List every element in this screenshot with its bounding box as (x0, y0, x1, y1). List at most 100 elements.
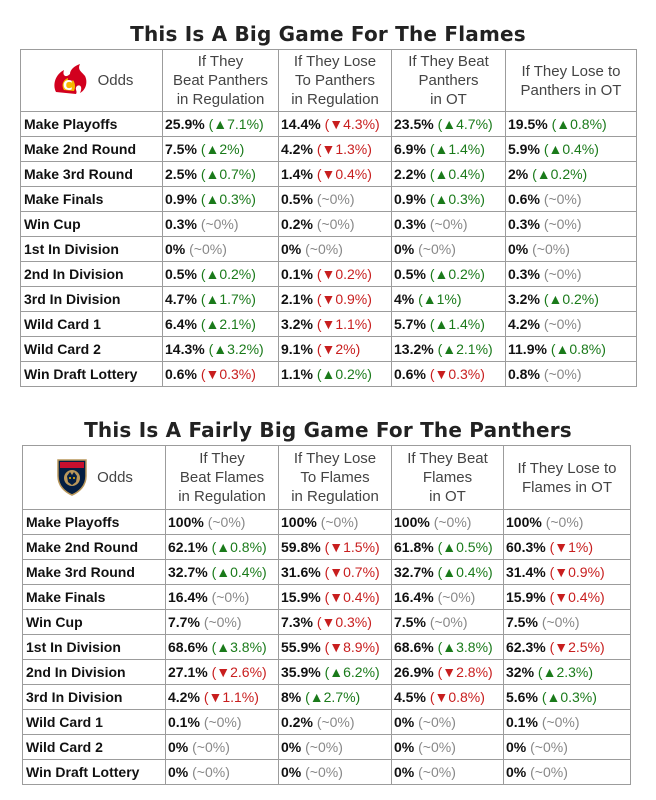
odds-change: (~0%) (530, 764, 568, 780)
odds-value: 0% (394, 739, 415, 755)
row-label: Wild Card 2 (22, 734, 166, 760)
table-row: 2nd In Division 27.1% (▼2.6%) 35.9% (▲6.2%… (22, 659, 631, 685)
odds-change: (▲0.3%) (200, 191, 256, 207)
odds-value: 13.2% (394, 341, 434, 357)
odds-value: 0.9% (394, 191, 426, 207)
odds-value: 0.3% (508, 216, 540, 232)
odds-value: 0% (281, 241, 302, 257)
odds-change: (~0%) (543, 216, 582, 232)
odds-cell: 7.5% (~0%) (503, 609, 631, 635)
row-label: Make 2nd Round (22, 534, 166, 560)
flames-odds-header: C Odds (20, 49, 163, 112)
odds-value: 19.5% (508, 116, 548, 132)
odds-value: 0.3% (508, 266, 540, 282)
odds-change: (▼1.3%) (316, 141, 372, 157)
odds-value: 32% (506, 664, 535, 680)
odds-value: 9.1% (281, 341, 313, 357)
odds-cell: 68.6% (▲3.8%) (391, 634, 504, 660)
odds-cell: 16.4% (~0%) (391, 584, 504, 610)
flames-col-header-3: If They Beat Panthers in OT (391, 49, 506, 112)
odds-cell: 0.9% (▲0.3%) (162, 186, 279, 212)
odds-cell: 60.3% (▼1%) (503, 534, 631, 560)
odds-change: (~0%) (203, 714, 242, 730)
odds-value: 4% (394, 291, 415, 307)
row-label: Win Draft Lottery (22, 759, 166, 785)
odds-cell: 7.5% (▲2%) (162, 136, 279, 162)
odds-cell: 0.6% (~0%) (505, 186, 637, 212)
flames-header-row: C Odds If They Beat Panthers in Regulation… (20, 49, 637, 112)
odds-cell: 32% (▲2.3%) (503, 659, 631, 685)
odds-cell: 0.5% (▲0.2%) (391, 261, 506, 287)
flames-odds-table: C Odds If They Beat Panthers in Regulation… (20, 49, 637, 387)
odds-change: (▲6.2%) (324, 664, 380, 680)
odds-change: (▲1%) (418, 291, 462, 307)
odds-value: 0% (394, 241, 415, 257)
odds-change: (~0%) (541, 714, 580, 730)
odds-cell: 15.9% (▼0.4%) (278, 584, 392, 610)
odds-cell: 0% (~0%) (391, 236, 506, 262)
odds-cell: 62.1% (▲0.8%) (165, 534, 279, 560)
odds-cell: 14.4% (▼4.3%) (278, 111, 392, 137)
odds-value: 68.6% (168, 639, 208, 655)
row-label: 3rd In Division (22, 684, 166, 710)
odds-value: 0.6% (165, 366, 197, 382)
odds-value: 4.2% (508, 316, 540, 332)
odds-cell: 7.5% (~0%) (391, 609, 504, 635)
odds-cell: 61.8% (▲0.5%) (391, 534, 504, 560)
odds-change: (▲2.1%) (437, 341, 493, 357)
odds-change: (~0%) (418, 764, 456, 780)
odds-value: 4.7% (165, 291, 197, 307)
odds-change: (▲0.5%) (437, 539, 493, 555)
odds-change: (▲0.4%) (543, 141, 599, 157)
odds-change: (▼1%) (549, 539, 594, 555)
row-label: Make 2nd Round (20, 136, 163, 162)
table-row: Wild Card 1 6.4% (▲2.1%) 3.2% (▼1.1%) 5.7% … (20, 311, 637, 337)
odds-cell: 0.3% (~0%) (505, 261, 637, 287)
odds-cell: 62.3% (▼2.5%) (503, 634, 631, 660)
odds-change: (~0%) (211, 589, 250, 605)
table-row: Make Playoffs 25.9% (▲7.1%) 14.4% (▼4.3%) 2… (20, 111, 637, 137)
odds-cell: 0.1% (~0%) (165, 709, 279, 735)
odds-value: 0% (506, 764, 527, 780)
odds-change: (~0%) (320, 514, 359, 530)
odds-change: (~0%) (543, 191, 582, 207)
odds-cell: 0% (~0%) (503, 759, 631, 785)
odds-value: 26.9% (394, 664, 434, 680)
odds-change: (▼1.1%) (316, 316, 372, 332)
odds-change: (~0%) (200, 216, 239, 232)
table-row: 3rd In Division 4.2% (▼1.1%) 8% (▲2.7%) 4.5… (22, 684, 631, 710)
row-label: 1st In Division (20, 236, 163, 262)
flames-col-header-2: If They Lose To Panthers in Regulation (278, 49, 392, 112)
odds-cell: 2% (▲0.2%) (505, 161, 637, 187)
odds-change: (~0%) (207, 514, 246, 530)
table-row: Make 3rd Round 32.7% (▲0.4%) 31.6% (▼0.7%)… (22, 559, 631, 585)
odds-cell: 0% (~0%) (391, 759, 504, 785)
table-row: Make 2nd Round 7.5% (▲2%) 4.2% (▼1.3%) 6.9%… (20, 136, 637, 162)
odds-change: (▼8.9%) (324, 639, 380, 655)
odds-cell: 0% (~0%) (391, 734, 504, 760)
odds-change: (~0%) (305, 739, 343, 755)
odds-value: 31.6% (281, 564, 321, 580)
odds-value: 0.5% (281, 191, 313, 207)
table-row: Wild Card 1 0.1% (~0%) 0.2% (~0%) 0% (~0%) 0… (22, 709, 631, 735)
odds-cell: 3.2% (▲0.2%) (505, 286, 637, 312)
odds-cell: 0.3% (~0%) (391, 211, 506, 237)
table-row: Win Draft Lottery 0% (~0%) 0% (~0%) 0% (~0%… (22, 759, 631, 785)
odds-value: 0.5% (165, 266, 197, 282)
table-row: Make 3rd Round 2.5% (▲0.7%) 1.4% (▼0.4%) 2.… (20, 161, 637, 187)
table-row: Make Finals 0.9% (▲0.3%) 0.5% (~0%) 0.9% (▲… (20, 186, 637, 212)
odds-change: (~0%) (543, 366, 582, 382)
odds-cell: 0.1% (▼0.2%) (278, 261, 392, 287)
odds-value: 7.5% (165, 141, 197, 157)
odds-change: (▼1.5%) (324, 539, 380, 555)
odds-value: 2.5% (165, 166, 197, 182)
panthers-col-header-3: If They Beat Flames in OT (391, 445, 504, 510)
odds-change: (~0%) (316, 714, 355, 730)
row-label: Wild Card 1 (20, 311, 163, 337)
odds-cell: 31.4% (▼0.9%) (503, 559, 631, 585)
odds-cell: 0% (~0%) (278, 236, 392, 262)
row-label: Wild Card 2 (20, 336, 163, 362)
odds-value: 5.9% (508, 141, 540, 157)
odds-change: (~0%) (316, 191, 355, 207)
odds-value: 0.1% (281, 266, 313, 282)
